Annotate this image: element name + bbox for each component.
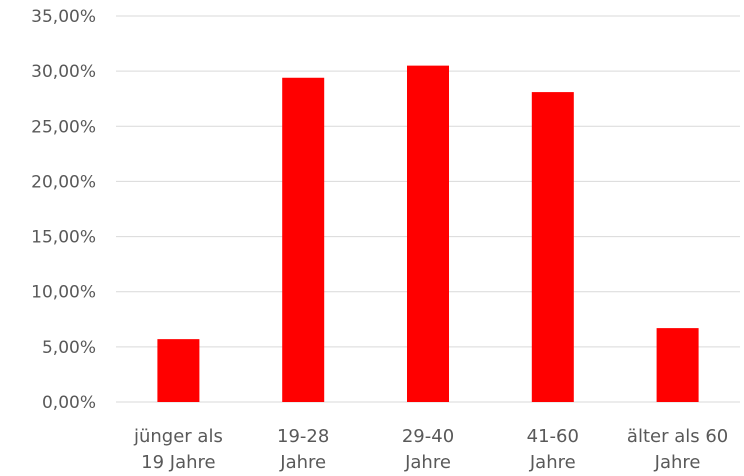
y-tick-label: 15,00% [31, 228, 96, 248]
bar [157, 339, 200, 402]
x-tick-label: Jahre [404, 452, 451, 473]
bar [407, 65, 449, 402]
bar [282, 77, 325, 402]
y-tick-label: 5,00% [42, 338, 96, 358]
x-tick-label: älter als 60 [627, 426, 728, 447]
bars [157, 65, 699, 403]
x-tick-label: 19-28 [277, 426, 329, 447]
x-tick-label: Jahre [654, 452, 701, 473]
x-tick-label: Jahre [279, 452, 326, 473]
x-tick-label: jünger als [133, 426, 223, 447]
y-tick-label: 35,00% [31, 7, 96, 27]
y-tick-label: 0,00% [42, 393, 96, 413]
y-tick-label: 10,00% [31, 283, 96, 303]
y-tick-label: 20,00% [31, 172, 96, 192]
x-tick-label: 19 Jahre [141, 452, 215, 473]
y-axis-ticks: 0,00% 5,00% 10,00% 15,00% 20,00% 25,00% 30,00%… [31, 7, 96, 413]
y-tick-label: 30,00% [31, 62, 96, 82]
x-tick-label: 41-60 [527, 426, 579, 447]
x-tick-label: Jahre [529, 452, 576, 473]
x-axis-labels: jünger als 19 Jahre 19-28 Jahre 29-40 Jahre 41… [133, 426, 728, 473]
bar [656, 328, 699, 402]
x-tick-label: 29-40 [402, 426, 454, 447]
y-tick-label: 25,00% [31, 117, 96, 137]
bar [531, 92, 574, 403]
